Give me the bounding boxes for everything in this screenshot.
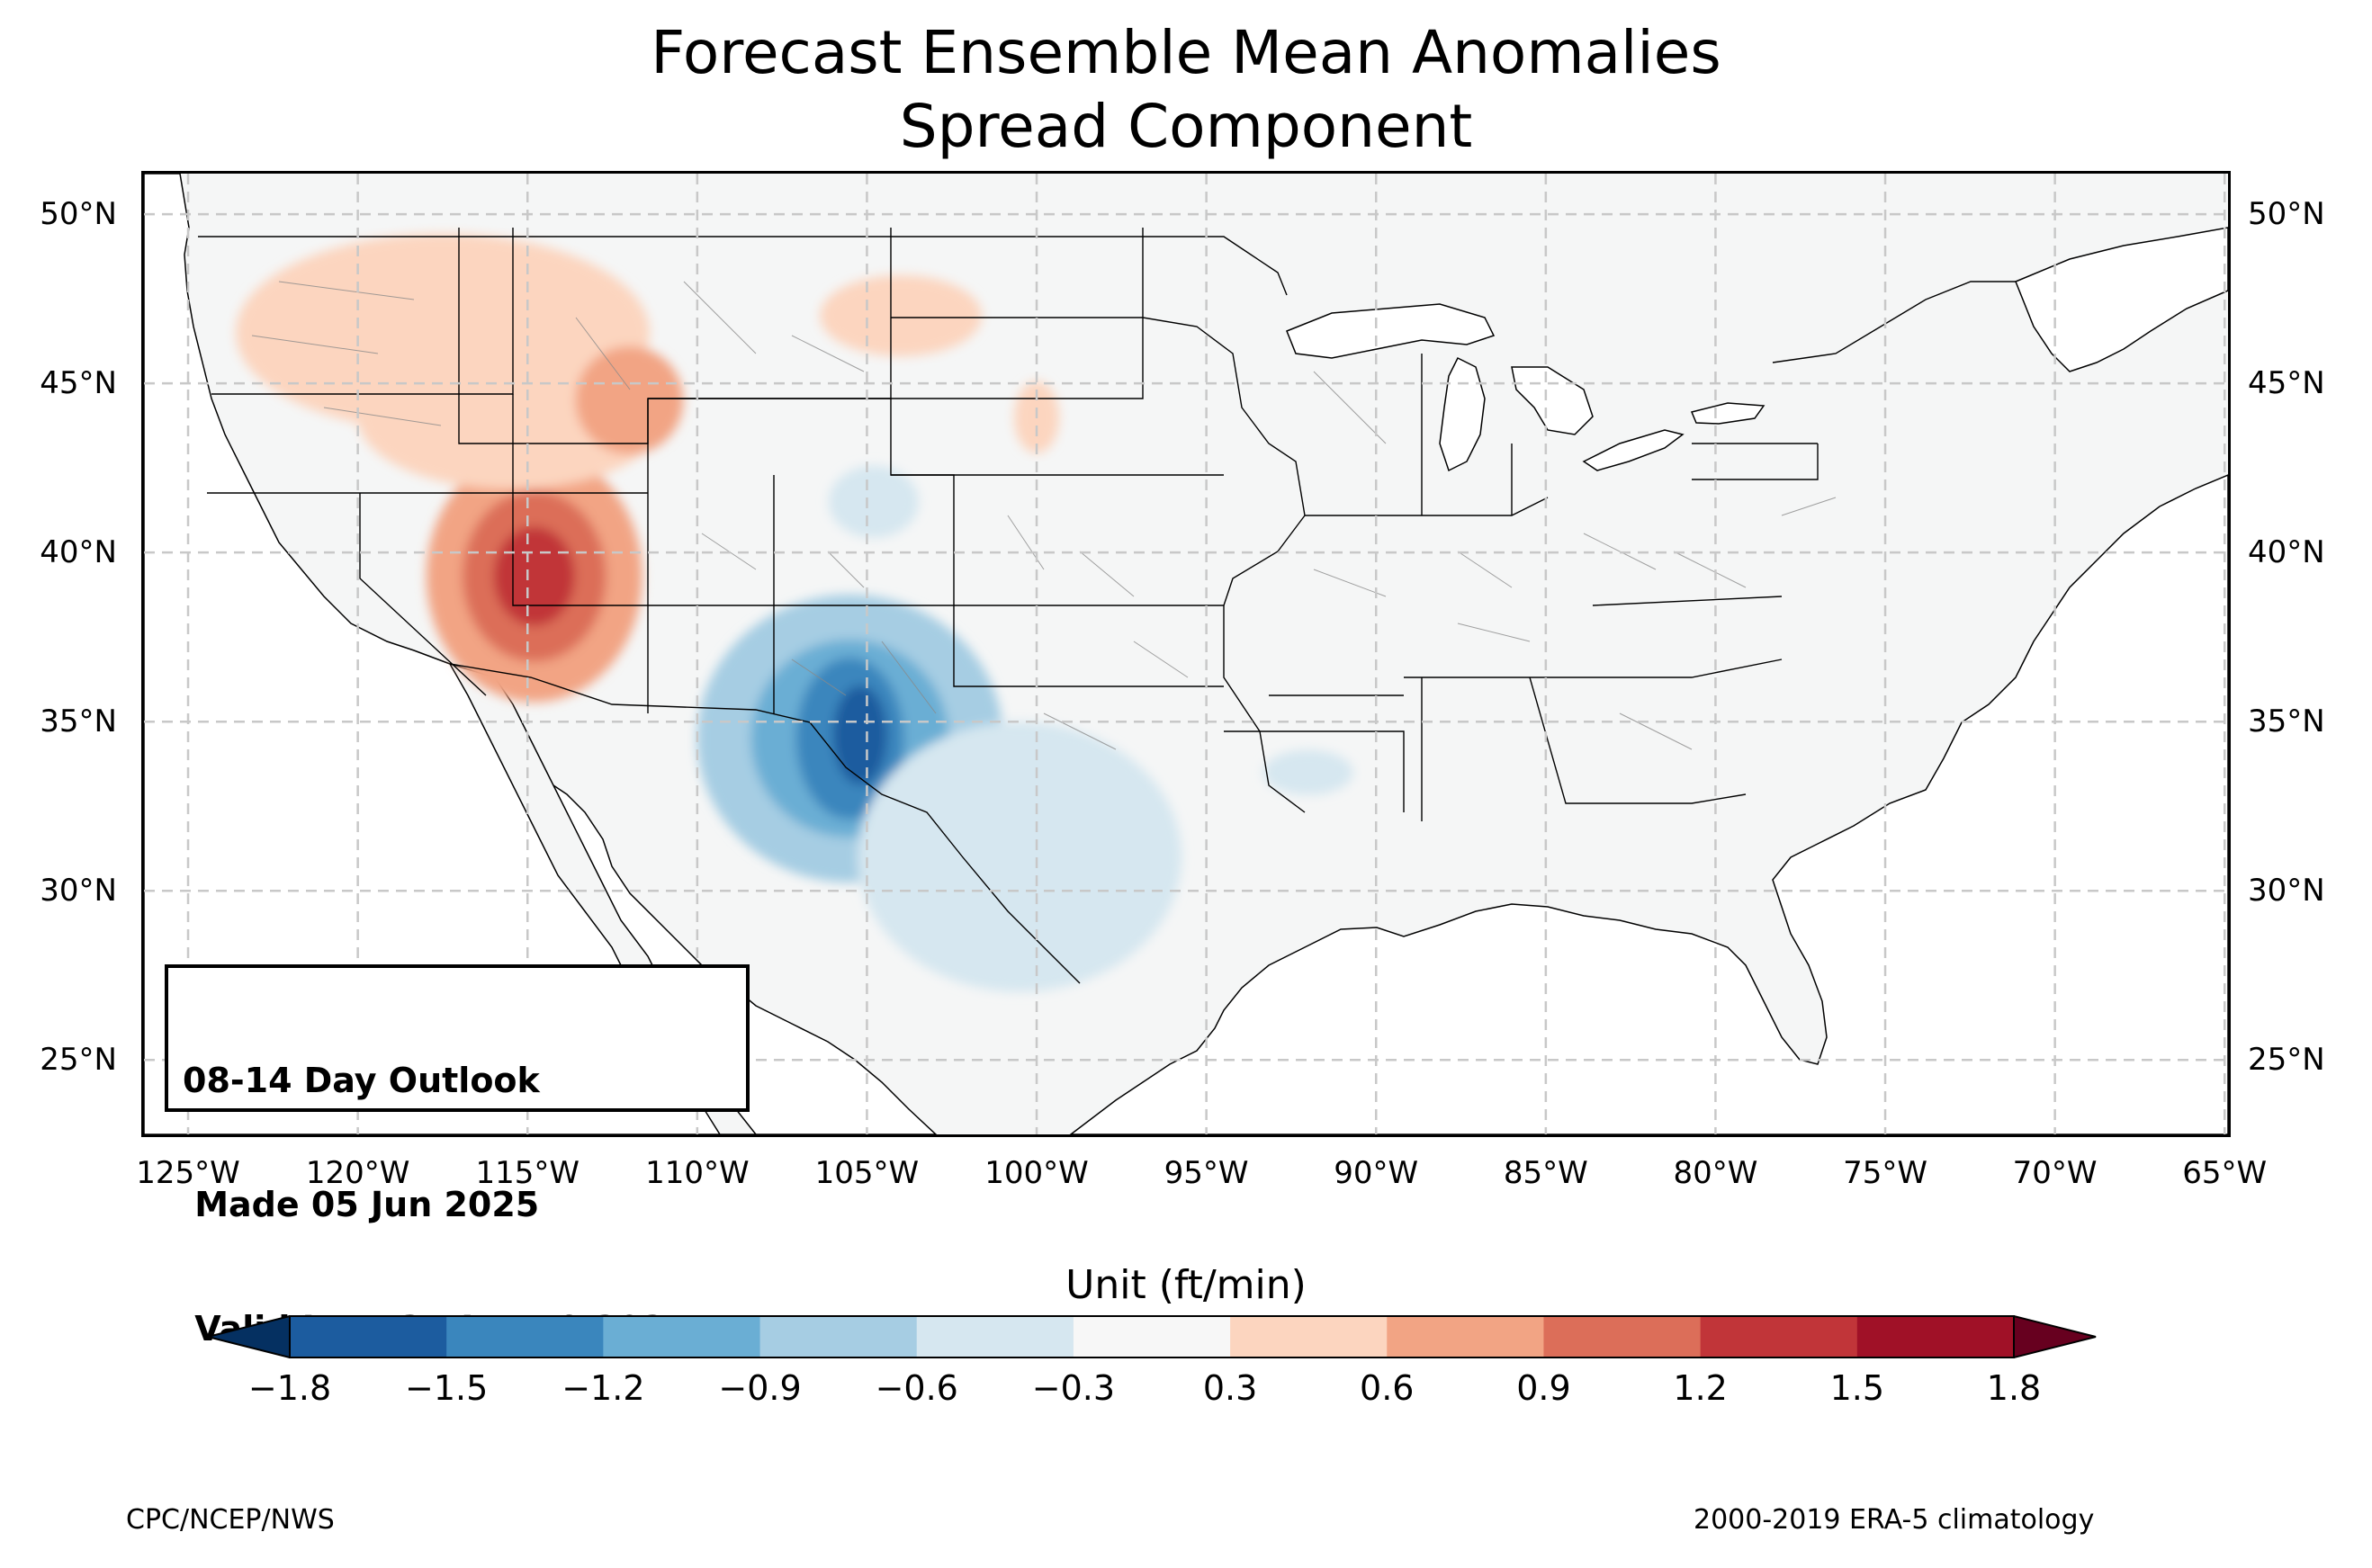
outlook-period: 08-14 Day Outlook <box>183 1061 540 1100</box>
anomaly-contour <box>575 345 684 454</box>
lon-label: 120°W <box>305 1155 410 1191</box>
colorbar <box>207 1314 2097 1359</box>
colorbar-tick-label: −1.2 <box>562 1368 645 1408</box>
lon-label: 65°W <box>2182 1155 2268 1191</box>
colorbar-tick-label: −1.8 <box>247 1368 332 1408</box>
colorbar-bin <box>603 1316 761 1357</box>
anomaly-contour <box>832 685 887 785</box>
outlook-info-box: 08-14 Day Outlook Made 05 Jun 2025 Valid… <box>165 964 750 1348</box>
lake-erie <box>1582 429 1685 471</box>
colorbar-tick-label: −0.9 <box>718 1368 802 1408</box>
lat-label-right: 30°N <box>2248 873 2325 909</box>
outlook-made-date: Made 05 Jun 2025 <box>183 1185 540 1224</box>
title-line-2: Spread Component <box>899 92 1473 161</box>
anomaly-contour <box>828 465 919 538</box>
lon-label: 75°W <box>1843 1155 1927 1191</box>
colorbar-bin <box>1387 1316 1544 1357</box>
colorbar-tick-label: 1.2 <box>1673 1368 1728 1408</box>
colorbar-label: Unit (ft/min) <box>1065 1262 1307 1308</box>
lon-label: 90°W <box>1334 1155 1419 1191</box>
state-borders <box>198 228 2016 984</box>
colorbar-tick-label: 0.6 <box>1360 1368 1415 1408</box>
lon-label: 125°W <box>136 1155 240 1191</box>
colorbar-extend-high <box>2013 1314 2097 1359</box>
lat-label-right: 45°N <box>2248 365 2325 402</box>
colorbar-tick-label: 1.5 <box>1829 1368 1885 1408</box>
colorbar-canvas <box>207 1314 2097 1359</box>
lon-label: 80°W <box>1673 1155 1758 1191</box>
lon-label: 85°W <box>1503 1155 1588 1191</box>
colorbar-extend-low <box>207 1314 291 1359</box>
lat-label-right: 35°N <box>2248 703 2325 740</box>
colorbar-bin <box>916 1316 1074 1357</box>
lon-label: 100°W <box>984 1155 1089 1191</box>
colorbar-outline <box>289 1315 2015 1358</box>
lon-label: 110°W <box>645 1155 750 1191</box>
chart-title: Forecast Ensemble Mean Anomalies Spread … <box>0 16 2372 164</box>
anomaly-contour <box>858 721 1182 992</box>
lake-ontario <box>1690 402 1766 425</box>
anomaly-contour <box>820 274 983 356</box>
lon-label: 115°W <box>475 1155 580 1191</box>
lat-label-left: 45°N <box>40 365 117 402</box>
lat-label-right: 40°N <box>2248 534 2325 571</box>
colorbar-tick-label: 0.3 <box>1202 1368 1258 1408</box>
anomaly-layer <box>235 233 1353 992</box>
footer-climatology: 2000-2019 ERA-5 climatology <box>1694 1504 2095 1536</box>
colorbar-tick-label: 1.8 <box>1986 1368 2042 1408</box>
colorbar-tick-label: −1.5 <box>405 1368 489 1408</box>
lat-label-left: 30°N <box>40 873 117 909</box>
lon-label: 70°W <box>2012 1155 2098 1191</box>
colorbar-tick-label: −0.3 <box>1031 1368 1116 1408</box>
colorbar-tick-label: −0.6 <box>875 1368 958 1408</box>
colorbar-bin <box>1230 1316 1388 1357</box>
lon-label: 95°W <box>1164 1155 1249 1191</box>
colorbar-bin <box>1073 1316 1231 1357</box>
title-line-1: Forecast Ensemble Mean Anomalies <box>651 18 1721 87</box>
colorbar-bin <box>1543 1316 1702 1357</box>
lat-label-left: 50°N <box>40 196 117 233</box>
colorbar-tick-label: 0.9 <box>1516 1368 1571 1408</box>
anomaly-contour <box>1262 749 1353 795</box>
baja-california <box>448 662 757 1134</box>
footer-source: CPC/NCEP/NWS <box>126 1504 335 1536</box>
lat-label-left: 25°N <box>40 1042 117 1079</box>
colorbar-bin <box>446 1316 604 1357</box>
colorbar-bin <box>1700 1316 1858 1357</box>
colorbar-bin <box>290 1316 447 1357</box>
lat-label-left: 35°N <box>40 703 117 740</box>
lon-label: 105°W <box>814 1155 920 1191</box>
colorbar-bin <box>1856 1316 2015 1357</box>
anomaly-contour <box>493 526 575 626</box>
lat-label-left: 40°N <box>40 534 117 571</box>
lat-label-right: 50°N <box>2248 196 2325 233</box>
lat-label-right: 25°N <box>2248 1042 2325 1079</box>
colorbar-bin <box>759 1316 918 1357</box>
gulf-of-mexico <box>1069 474 2228 1134</box>
